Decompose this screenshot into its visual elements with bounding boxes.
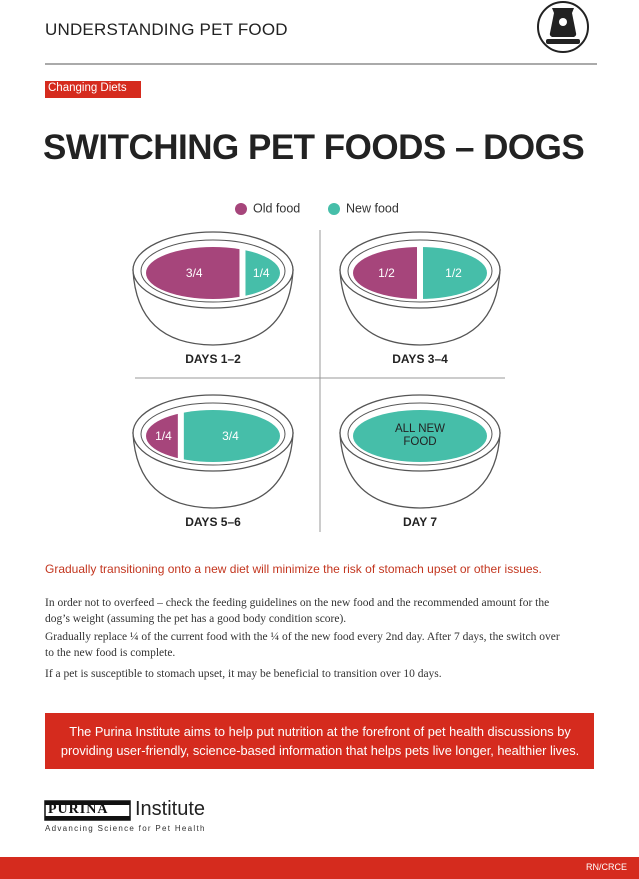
tag-box <box>45 81 141 98</box>
legend-label: Old food <box>253 201 300 215</box>
logo-brand: PURINA <box>48 802 109 817</box>
food-old-label: 1/4 <box>155 429 172 443</box>
footer-bar <box>0 857 639 879</box>
header-icon <box>537 1 589 53</box>
legend-label: New food <box>346 201 399 215</box>
food-new-label: ALL NEW <box>395 423 445 435</box>
bowl-caption: DAYS 3–4 <box>392 352 448 366</box>
paragraph: Gradually replace ¼ of the current food … <box>45 631 560 659</box>
logo-mark <box>44 800 131 821</box>
food-new-label: 3/4 <box>222 429 239 443</box>
bowl-caption: DAYS 5–6 <box>185 515 241 529</box>
bowl-caption: DAY 7 <box>403 515 437 529</box>
bowl-caption: DAYS 1–2 <box>185 352 241 366</box>
food-new-label: 1/2 <box>445 266 462 280</box>
logo-tagline: Advancing Science for Pet Health <box>45 824 206 833</box>
main-title: SWITCHING PET FOODS – DOGS <box>43 128 585 167</box>
paragraph: In order not to overfeed – check the fee… <box>45 597 550 625</box>
banner-text: The Purina Institute aims to help put nu… <box>60 724 580 758</box>
header-title: UNDERSTANDING PET FOOD <box>45 20 288 39</box>
highlight: Gradually transitioning onto a new diet … <box>45 562 542 576</box>
paragraph: If a pet is susceptible to stomach upset… <box>45 668 442 680</box>
logo-name: Institute <box>135 798 206 820</box>
legend-dot <box>328 203 340 215</box>
food-new <box>353 410 487 462</box>
food-old-label: 3/4 <box>186 266 203 280</box>
food-old-label: 1/2 <box>378 266 395 280</box>
banner-box <box>45 713 594 769</box>
legend-dot <box>235 203 247 215</box>
footer-code: RN/CRCE <box>585 862 627 872</box>
tag-label: Changing Diets <box>48 82 127 94</box>
food-new-label: FOOD <box>403 436 436 448</box>
food-new-label: 1/4 <box>253 266 270 280</box>
